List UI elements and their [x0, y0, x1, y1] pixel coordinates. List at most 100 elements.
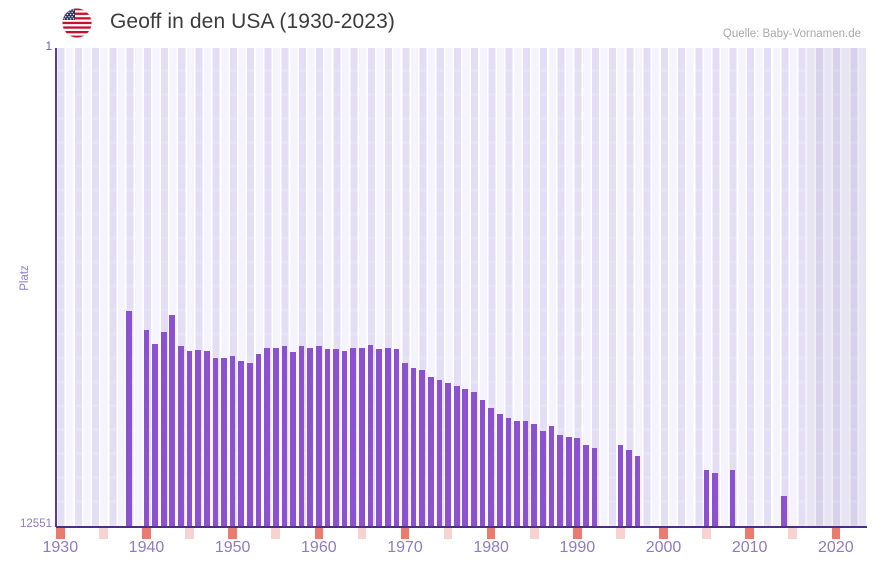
bar-1967[interactable]: [376, 349, 382, 527]
chart-header: Geoff in den USA (1930-2023) Quelle: Bab…: [0, 0, 873, 45]
bar-1997[interactable]: [634, 456, 641, 527]
bar-1969[interactable]: [393, 349, 400, 527]
bar-series: [56, 48, 866, 527]
x-axis-line: [56, 526, 867, 528]
y-axis-bottom-label: 12551: [20, 518, 52, 530]
bar-1950[interactable]: [229, 355, 236, 527]
bar-1964[interactable]: [350, 347, 357, 527]
x-axis-label-1940: 1940: [128, 539, 165, 556]
source-attribution: Quelle: Baby-Vornamen.de: [722, 28, 861, 40]
bar-1966[interactable]: [367, 345, 374, 527]
x-tick-1950: [228, 528, 237, 539]
bar-2014[interactable]: [781, 496, 787, 527]
bar-1942[interactable]: [160, 331, 167, 527]
x-axis-label-1980: 1980: [473, 539, 509, 556]
bar-1952[interactable]: [247, 362, 253, 527]
bar-1938[interactable]: [126, 311, 133, 527]
bar-1961[interactable]: [324, 349, 331, 527]
bar-1947[interactable]: [203, 350, 210, 527]
bar-1960[interactable]: [315, 345, 322, 527]
x-axis-label-2000: 2000: [645, 539, 682, 556]
bar-1948[interactable]: [212, 357, 219, 527]
x-tick-1990: [573, 528, 582, 539]
bar-1996[interactable]: [626, 450, 632, 527]
bar-1959[interactable]: [307, 347, 314, 527]
bar-1980[interactable]: [488, 407, 494, 527]
x-tick-1960: [314, 528, 324, 539]
x-tick-1930: [56, 528, 65, 539]
bar-1955[interactable]: [272, 347, 279, 527]
bar-1992[interactable]: [591, 447, 598, 527]
bar-2005[interactable]: [703, 469, 710, 527]
bar-1941[interactable]: [152, 343, 158, 527]
bar-2006[interactable]: [712, 473, 719, 527]
bar-1982[interactable]: [505, 418, 512, 527]
bar-1988[interactable]: [557, 434, 563, 527]
usa-flag-icon: [62, 8, 92, 38]
bar-1986[interactable]: [540, 430, 546, 527]
x-tick-1945: [185, 528, 194, 539]
x-tick-2010: [745, 528, 754, 539]
x-tick-1980: [486, 528, 496, 539]
x-tick-1970: [400, 528, 410, 539]
bar-1963[interactable]: [341, 351, 348, 527]
x-axis-label-1950: 1950: [214, 539, 251, 556]
x-tick-1965: [357, 528, 367, 539]
x-tick-2000: [659, 528, 668, 539]
x-axis-label-1960: 1960: [301, 539, 337, 556]
bar-1971[interactable]: [410, 368, 417, 527]
bar-1968[interactable]: [384, 347, 391, 527]
bar-1974[interactable]: [436, 380, 443, 527]
x-axis-label-2010: 2010: [731, 539, 768, 556]
bar-1987[interactable]: [548, 425, 555, 527]
page-title: Geoff in den USA (1930-2023): [110, 10, 395, 33]
bar-1956[interactable]: [281, 345, 288, 527]
bar-1953[interactable]: [255, 354, 262, 527]
bar-1949[interactable]: [221, 357, 227, 527]
bar-1976[interactable]: [453, 385, 460, 527]
bar-1991[interactable]: [583, 444, 589, 527]
bar-1962[interactable]: [333, 349, 339, 527]
x-tick-1940: [142, 528, 151, 539]
bar-1979[interactable]: [479, 400, 486, 527]
plot-area: [56, 48, 866, 527]
bar-1972[interactable]: [419, 370, 426, 527]
bar-1951[interactable]: [238, 360, 245, 527]
bar-1958[interactable]: [298, 346, 305, 527]
x-tick-1935: [99, 528, 108, 539]
y-axis-title: Platz: [19, 265, 31, 291]
bar-2008[interactable]: [729, 470, 736, 527]
x-axis-tick-labels: 1930 1940 1950 1960 1970 1980 1990 2000 2010 2020: [0, 539, 873, 565]
bar-1983[interactable]: [514, 420, 520, 527]
bar-1965[interactable]: [359, 348, 365, 527]
bar-1995[interactable]: [617, 444, 624, 527]
bar-1957[interactable]: [290, 351, 296, 527]
bar-1973[interactable]: [427, 376, 434, 527]
bar-1945[interactable]: [186, 351, 193, 527]
bar-1981[interactable]: [496, 413, 503, 527]
x-axis-label-1970: 1970: [387, 539, 423, 556]
x-tick-1985: [529, 528, 539, 539]
bar-1975[interactable]: [445, 383, 451, 527]
x-tick-1955: [271, 528, 281, 539]
bar-1943[interactable]: [169, 314, 176, 527]
x-tick-2015: [788, 528, 798, 539]
x-tick-1975: [443, 528, 453, 539]
x-axis-tick-marks: [56, 528, 866, 540]
bar-1977[interactable]: [462, 388, 469, 527]
bar-1946[interactable]: [195, 350, 201, 527]
bar-1978[interactable]: [471, 392, 477, 527]
x-axis-label-1930: 1930: [42, 539, 79, 556]
y-axis-line: [55, 48, 57, 527]
bar-1985[interactable]: [531, 424, 538, 527]
bar-1970[interactable]: [402, 363, 408, 527]
bar-1954[interactable]: [264, 348, 270, 527]
bar-1984[interactable]: [522, 420, 529, 527]
x-tick-2005: [702, 528, 711, 539]
bar-1944[interactable]: [178, 345, 184, 527]
bar-1990[interactable]: [574, 438, 581, 527]
bar-1989[interactable]: [565, 437, 572, 527]
bar-1940[interactable]: [143, 330, 150, 527]
y-axis-top-label: 1: [45, 41, 52, 53]
x-axis-label-2020: 2020: [818, 539, 854, 556]
